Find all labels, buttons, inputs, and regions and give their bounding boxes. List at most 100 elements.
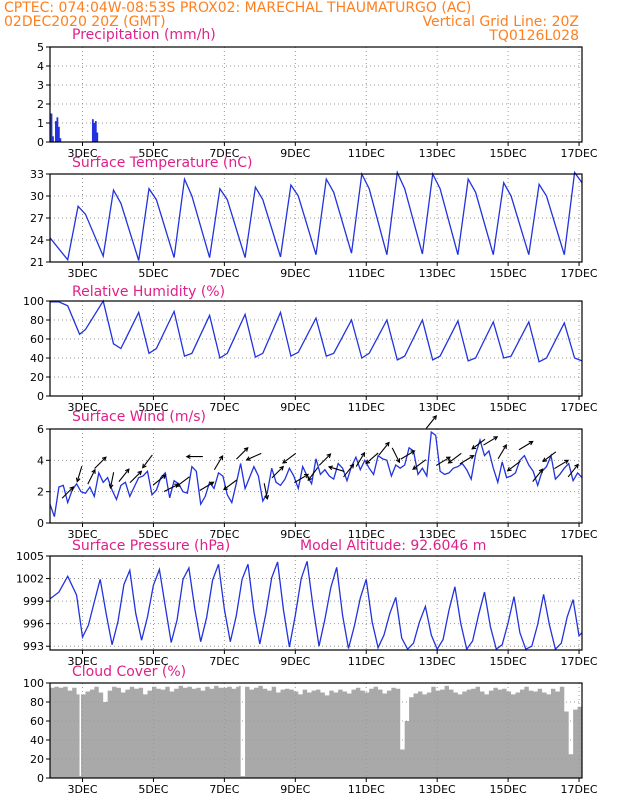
wind-arrow-head-10 xyxy=(175,482,181,488)
precipitation-ytick-label-2: 2 xyxy=(37,98,44,111)
wind-arrow-shaft-37 xyxy=(497,444,507,460)
precipitation-bar-5 xyxy=(59,138,62,142)
wind-arrow-head-11 xyxy=(185,454,191,460)
wind-arrow-shaft-9 xyxy=(163,483,179,493)
wind-line xyxy=(49,430,583,517)
wind-arrow-shaft-10 xyxy=(176,476,190,487)
wind-arrow-head-22 xyxy=(326,453,332,459)
wind-arrow-head-12 xyxy=(209,481,215,486)
wind-arrow-20 xyxy=(294,473,310,484)
wind-arrow-shaft-27 xyxy=(378,442,390,456)
wind-arrow-head-30 xyxy=(412,465,418,470)
temperature-ytick-label-2: 27 xyxy=(30,212,44,225)
wind-arrow-head-18 xyxy=(279,465,285,471)
wind-arrow-shaft-24 xyxy=(343,464,354,478)
wind-arrow-38 xyxy=(506,460,521,472)
humidity-xtick-label-5: 13DEC xyxy=(419,401,456,414)
wind-arrow-shaft-13 xyxy=(213,455,224,471)
wind-ytick-label-3: 6 xyxy=(37,423,44,436)
wind-xtick-label-1: 5DEC xyxy=(138,528,168,541)
wind-arrow-head-35 xyxy=(471,444,477,450)
wind-arrow-23 xyxy=(327,465,345,472)
wind-arrow-11 xyxy=(185,454,203,460)
wind-arrow-head-36 xyxy=(493,436,499,441)
temperature-xtick-label-2: 7DEC xyxy=(209,267,239,280)
wind-arrow-head-2 xyxy=(91,468,96,474)
wind-arrow-12 xyxy=(199,481,215,491)
wind-xtick-label-4: 11DEC xyxy=(348,528,385,541)
wind-arrow-43 xyxy=(567,463,579,478)
wind-xtick-label-6: 15DEC xyxy=(490,528,527,541)
temperature-title: Surface Temperature (nC) xyxy=(72,155,253,171)
wind-arrow-shaft-18 xyxy=(271,466,284,479)
wind-arrow-shaft-26 xyxy=(365,452,379,464)
wind-arrow-shaft-41 xyxy=(542,451,557,462)
cloud-cover-ytick-label-5: 100 xyxy=(23,677,44,690)
temperature-ytick-label-1: 24 xyxy=(30,234,44,247)
wind-arrow-shaft-14 xyxy=(223,479,238,491)
wind-arrow-42 xyxy=(554,459,570,470)
wind-arrow-shaft-22 xyxy=(318,453,331,466)
wind-arrow-head-39 xyxy=(528,440,534,446)
pressure-xtick-label-0: 3DEC xyxy=(67,655,97,668)
temperature-ytick-label-4: 33 xyxy=(30,168,44,181)
cloud-cover-ytick-label-1: 20 xyxy=(30,753,44,766)
wind-arrow-shaft-39 xyxy=(518,441,533,451)
pressure-ytick-label-4: 1005 xyxy=(16,550,44,563)
precipitation-frame xyxy=(49,46,583,143)
wind-arrow-head-0 xyxy=(69,486,75,491)
humidity-panel: Relative Humidity (%) 0 20 40 60 80 100 3DEC 5DE… xyxy=(23,284,598,414)
wind-arrow-shaft-7 xyxy=(142,454,153,469)
precipitation-xtick-label-5: 13DEC xyxy=(419,147,456,160)
wind-arrow-shaft-25 xyxy=(355,452,365,467)
temperature-xtick-label-5: 13DEC xyxy=(419,267,456,280)
wind-arrow-head-8 xyxy=(161,474,167,480)
wind-arrow-head-6 xyxy=(137,470,143,476)
pressure-ytick-label-2: 999 xyxy=(23,595,44,608)
wind-arrow-24 xyxy=(343,463,355,478)
pressure-xtick-label-2: 7DEC xyxy=(209,655,239,668)
humidity-title: Relative Humidity (%) xyxy=(72,284,225,300)
wind-panel: Surface Wind (m/s) 0 2 4 6 3DEC 5DEC 7DEC 9DEC 11… xyxy=(37,409,598,541)
wind-arrow-head-31 xyxy=(432,414,437,420)
precipitation-ytick-label-3: 3 xyxy=(37,79,44,92)
wind-arrow-shaft-34 xyxy=(459,455,474,465)
wind-frame xyxy=(49,428,583,524)
wind-arrow-shaft-12 xyxy=(199,481,214,491)
wind-arrow-shaft-15 xyxy=(236,447,249,460)
wind-arrow-head-1 xyxy=(75,477,81,483)
cloud-cover-area xyxy=(50,685,582,778)
precipitation-xtick-label-6: 15DEC xyxy=(490,147,527,160)
wind-arrow-5 xyxy=(118,468,130,482)
wind-arrow-shaft-38 xyxy=(507,460,521,472)
precipitation-bar-6 xyxy=(91,119,94,142)
pressure-xtick-label-7: 17DEC xyxy=(560,655,597,668)
precipitation-ytick-label-5: 5 xyxy=(37,41,44,54)
wind-arrow-shaft-5 xyxy=(118,468,130,482)
wind-arrow-41 xyxy=(542,451,557,463)
pressure-xtick-label-5: 13DEC xyxy=(419,655,456,668)
wind-arrow-head-32 xyxy=(445,456,451,461)
precipitation-xtick-label-1: 5DEC xyxy=(138,147,168,160)
wind-arrow-shaft-8 xyxy=(152,474,166,486)
wind-arrow-35 xyxy=(471,438,486,450)
precipitation-xtick-label-4: 11DEC xyxy=(348,147,385,160)
wind-arrow-37 xyxy=(497,444,507,460)
cloud-cover-xtick-label-5: 13DEC xyxy=(419,783,456,796)
wind-arrow-shaft-30 xyxy=(412,459,427,470)
wind-arrow-head-4 xyxy=(108,483,114,490)
wind-arrow-head-34 xyxy=(469,455,475,460)
cloud-cover-ytick-label-3: 60 xyxy=(30,715,44,728)
wind-arrow-head-14 xyxy=(222,485,228,491)
wind-arrow-head-40 xyxy=(538,468,544,474)
precipitation-bar-7 xyxy=(93,123,96,142)
wind-arrow-15 xyxy=(236,446,249,460)
pressure-xtick-label-1: 5DEC xyxy=(138,655,168,668)
cloud-cover-xtick-label-3: 9DEC xyxy=(280,783,310,796)
wind-arrow-head-13 xyxy=(218,455,224,461)
wind-arrow-head-21 xyxy=(307,476,313,482)
wind-arrow-shaft-1 xyxy=(76,466,83,482)
cloud-cover-xtick-label-6: 15DEC xyxy=(490,783,527,796)
header-grid-line: Vertical Grid Line: 20Z xyxy=(423,14,579,30)
humidity-frame xyxy=(49,300,583,397)
